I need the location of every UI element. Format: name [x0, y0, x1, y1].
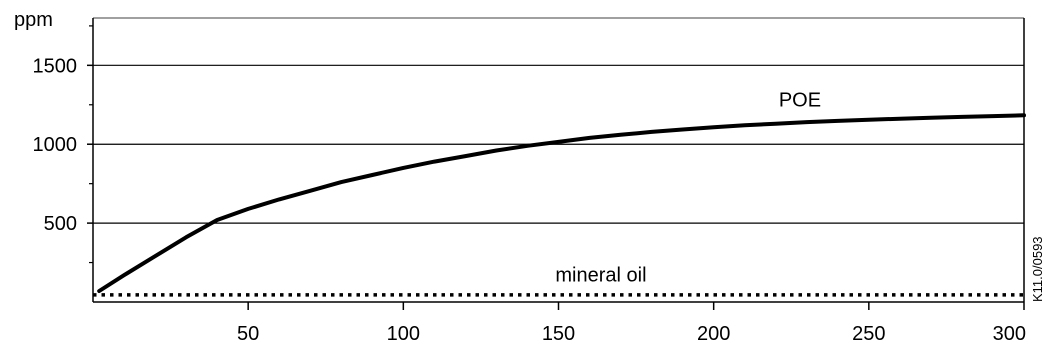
text-labels: ppm K11.0/0593 500 1000 1500 50 100 150 200 250… [14, 9, 1045, 345]
x-tick-label-150: 150 [542, 323, 575, 345]
gridlines [93, 64, 1024, 224]
x-tick-label-100: 100 [387, 323, 420, 345]
reference-code: K11.0/0593 [1030, 236, 1045, 302]
y-axis-label: ppm [14, 9, 53, 31]
x-tick-label-200: 200 [697, 323, 730, 345]
series-line-poe [97, 113, 1026, 293]
y-tick-label-500: 500 [44, 213, 77, 235]
x-tick-label-300: 300 [993, 323, 1026, 345]
x-tick-label-250: 250 [852, 323, 885, 345]
series-lines [93, 113, 1026, 297]
axes [92, 17, 1025, 303]
y-tick-label-1000: 1000 [33, 134, 78, 156]
annotation-poe: POE [779, 89, 821, 111]
ticks [87, 25, 1025, 310]
y-tick-label-1500: 1500 [33, 55, 78, 77]
x-tick-label-50: 50 [237, 323, 259, 345]
annotation-mineral-oil: mineral oil [555, 264, 646, 286]
